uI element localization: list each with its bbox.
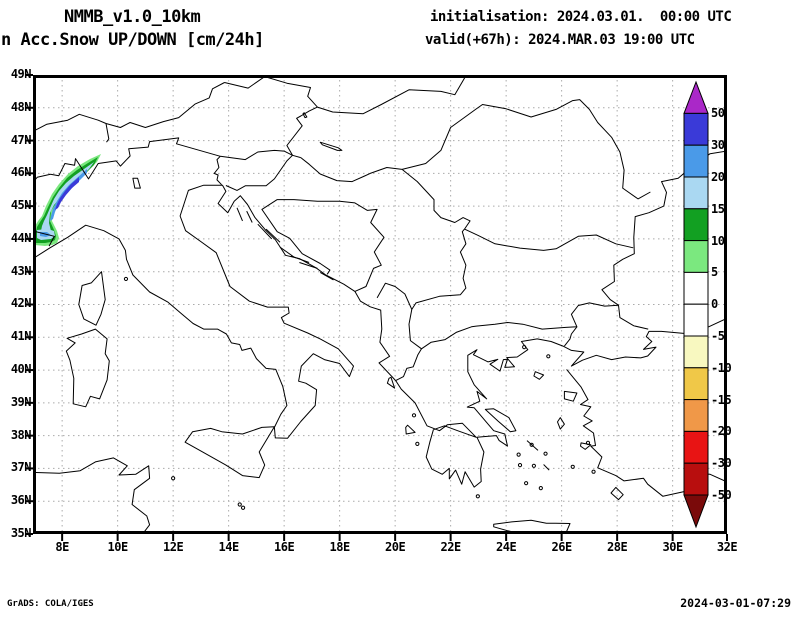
valid-time-label: valid(+67h): 2024.MAR.03 19:00 UTC bbox=[425, 32, 695, 48]
colorbar-tick-label: -15 bbox=[711, 392, 732, 407]
colorbar-tick-label: 15 bbox=[711, 201, 725, 216]
model-title: NMMB_v1.0_10km bbox=[64, 7, 201, 27]
colorbar-tick-label: -30 bbox=[711, 456, 732, 471]
colorbar-tick-label: 0 bbox=[711, 297, 718, 312]
colorbar-tick-label: -20 bbox=[711, 424, 732, 439]
init-time-label: initialisation: 2024.03.01. 00:00 UTC bbox=[430, 9, 732, 25]
map-frame bbox=[33, 75, 727, 534]
lon-tick-label: 20E bbox=[385, 540, 406, 554]
colorbar-tick-label: 5 bbox=[711, 265, 718, 280]
creation-timestamp: 2024-03-01-07:29 bbox=[680, 596, 791, 610]
lat-tick-label: 46N bbox=[10, 165, 32, 180]
axis-ticks bbox=[26, 74, 728, 541]
lon-tick-label: 18E bbox=[329, 540, 351, 554]
lat-tick-label: 48N bbox=[10, 99, 32, 114]
lon-tick-label: 14E bbox=[218, 540, 240, 554]
coastlines-borders bbox=[36, 78, 724, 531]
lon-tick-label: 30E bbox=[662, 540, 684, 554]
colorbar-tick-label: 30 bbox=[711, 138, 725, 153]
lat-tick-label: 36N bbox=[10, 493, 32, 508]
lat-tick-label: 35N bbox=[10, 525, 32, 540]
lat-tick-label: 45N bbox=[10, 198, 32, 213]
lon-tick-label: 10E bbox=[107, 540, 129, 554]
lon-tick-label: 28E bbox=[607, 540, 628, 554]
lon-tick-label: 12E bbox=[163, 540, 184, 554]
lon-tick-label: 32E bbox=[716, 540, 738, 554]
lat-tick-label: 38N bbox=[10, 427, 32, 442]
colorbar-tick-label: -10 bbox=[711, 360, 732, 375]
lat-tick-label: 49N bbox=[10, 67, 32, 81]
lat-tick-label: 39N bbox=[10, 394, 32, 409]
lat-tick-label: 40N bbox=[10, 362, 32, 377]
lon-tick-label: 16E bbox=[274, 540, 295, 554]
colorbar-tick-label: 10 bbox=[711, 233, 725, 248]
lon-tick-label: 26E bbox=[551, 540, 573, 554]
product-title: n Acc.Snow UP/DOWN [cm/24h] bbox=[1, 30, 264, 50]
lat-tick-label: 37N bbox=[10, 460, 32, 475]
colorbar-tick-label: 20 bbox=[711, 170, 725, 184]
colorbar bbox=[683, 80, 709, 529]
lon-tick-label: 8E bbox=[55, 540, 69, 554]
colorbar-tick-label: -5 bbox=[711, 329, 725, 343]
lon-tick-label: 24E bbox=[496, 540, 517, 554]
lat-tick-label: 41N bbox=[10, 329, 32, 344]
lat-tick-label: 43N bbox=[10, 263, 32, 278]
lon-tick-label: 22E bbox=[440, 540, 462, 554]
lat-tick-label: 44N bbox=[10, 230, 32, 245]
lat-tick-label: 47N bbox=[10, 132, 32, 147]
colorbar-tick-label: 50 bbox=[711, 106, 725, 121]
lat-tick-label: 42N bbox=[10, 296, 32, 311]
colorbar-tick-label: -50 bbox=[711, 488, 732, 502]
grads-credit: GrADS: COLA/IGES bbox=[7, 599, 94, 609]
